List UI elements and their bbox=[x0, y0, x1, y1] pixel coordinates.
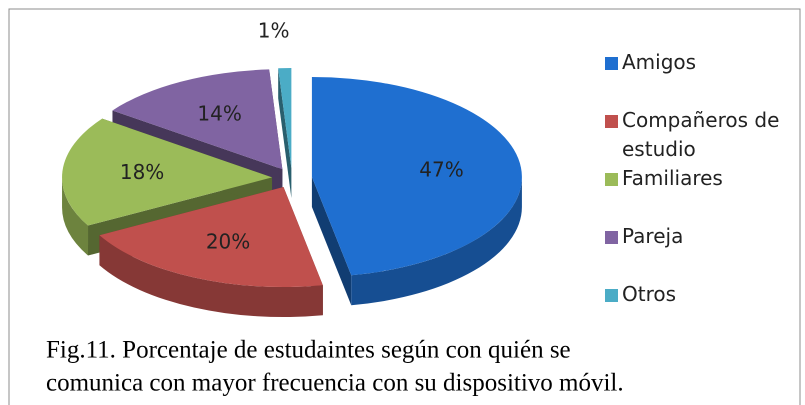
legend-label: Otros bbox=[622, 282, 677, 306]
slice-top bbox=[311, 77, 522, 276]
legend-swatch bbox=[605, 115, 618, 128]
data-label: 18% bbox=[120, 160, 164, 184]
chart-frame bbox=[8, 8, 801, 405]
slice-top bbox=[278, 68, 292, 169]
slice-top bbox=[99, 187, 323, 288]
legend-item: Familiares bbox=[600, 164, 800, 222]
caption-line: comunica con mayor frecuencia con su dis… bbox=[46, 370, 624, 397]
legend-item: Amigos bbox=[600, 48, 800, 106]
slice: 1% bbox=[258, 19, 292, 199]
slice: 47% bbox=[311, 77, 522, 306]
legend: Amigos Compañeros de estudio Familiares Par… bbox=[600, 48, 800, 338]
legend-swatch bbox=[605, 57, 618, 70]
slice-wall bbox=[62, 177, 89, 256]
slice-side bbox=[278, 68, 292, 199]
slice-top bbox=[112, 69, 283, 170]
slice-wall bbox=[351, 177, 522, 306]
legend-swatch bbox=[605, 173, 618, 186]
pie: 1% 14% 47% 18% 20% bbox=[62, 19, 522, 318]
legend-swatch bbox=[605, 231, 618, 244]
data-label: 1% bbox=[258, 19, 290, 43]
slice: 20% bbox=[99, 187, 323, 318]
slice-top bbox=[62, 118, 273, 226]
data-label: 14% bbox=[197, 101, 241, 125]
legend-label: Familiares bbox=[622, 166, 723, 190]
legend-item: Otros bbox=[600, 280, 800, 338]
legend-label: Amigos bbox=[622, 50, 697, 74]
caption-line: Fig.11. Porcentaje de estudaintes según … bbox=[46, 337, 571, 364]
legend-label: Compañeros de estudio bbox=[622, 108, 780, 161]
legend-item: Compañeros de estudio bbox=[600, 106, 800, 164]
legend-label: Pareja bbox=[622, 224, 684, 248]
legend-item: Pareja bbox=[600, 222, 800, 280]
slice-side bbox=[311, 177, 352, 306]
data-label: 20% bbox=[206, 230, 250, 254]
slice-wall bbox=[99, 235, 323, 318]
data-label: 47% bbox=[419, 158, 463, 182]
legend-swatch bbox=[605, 289, 618, 302]
